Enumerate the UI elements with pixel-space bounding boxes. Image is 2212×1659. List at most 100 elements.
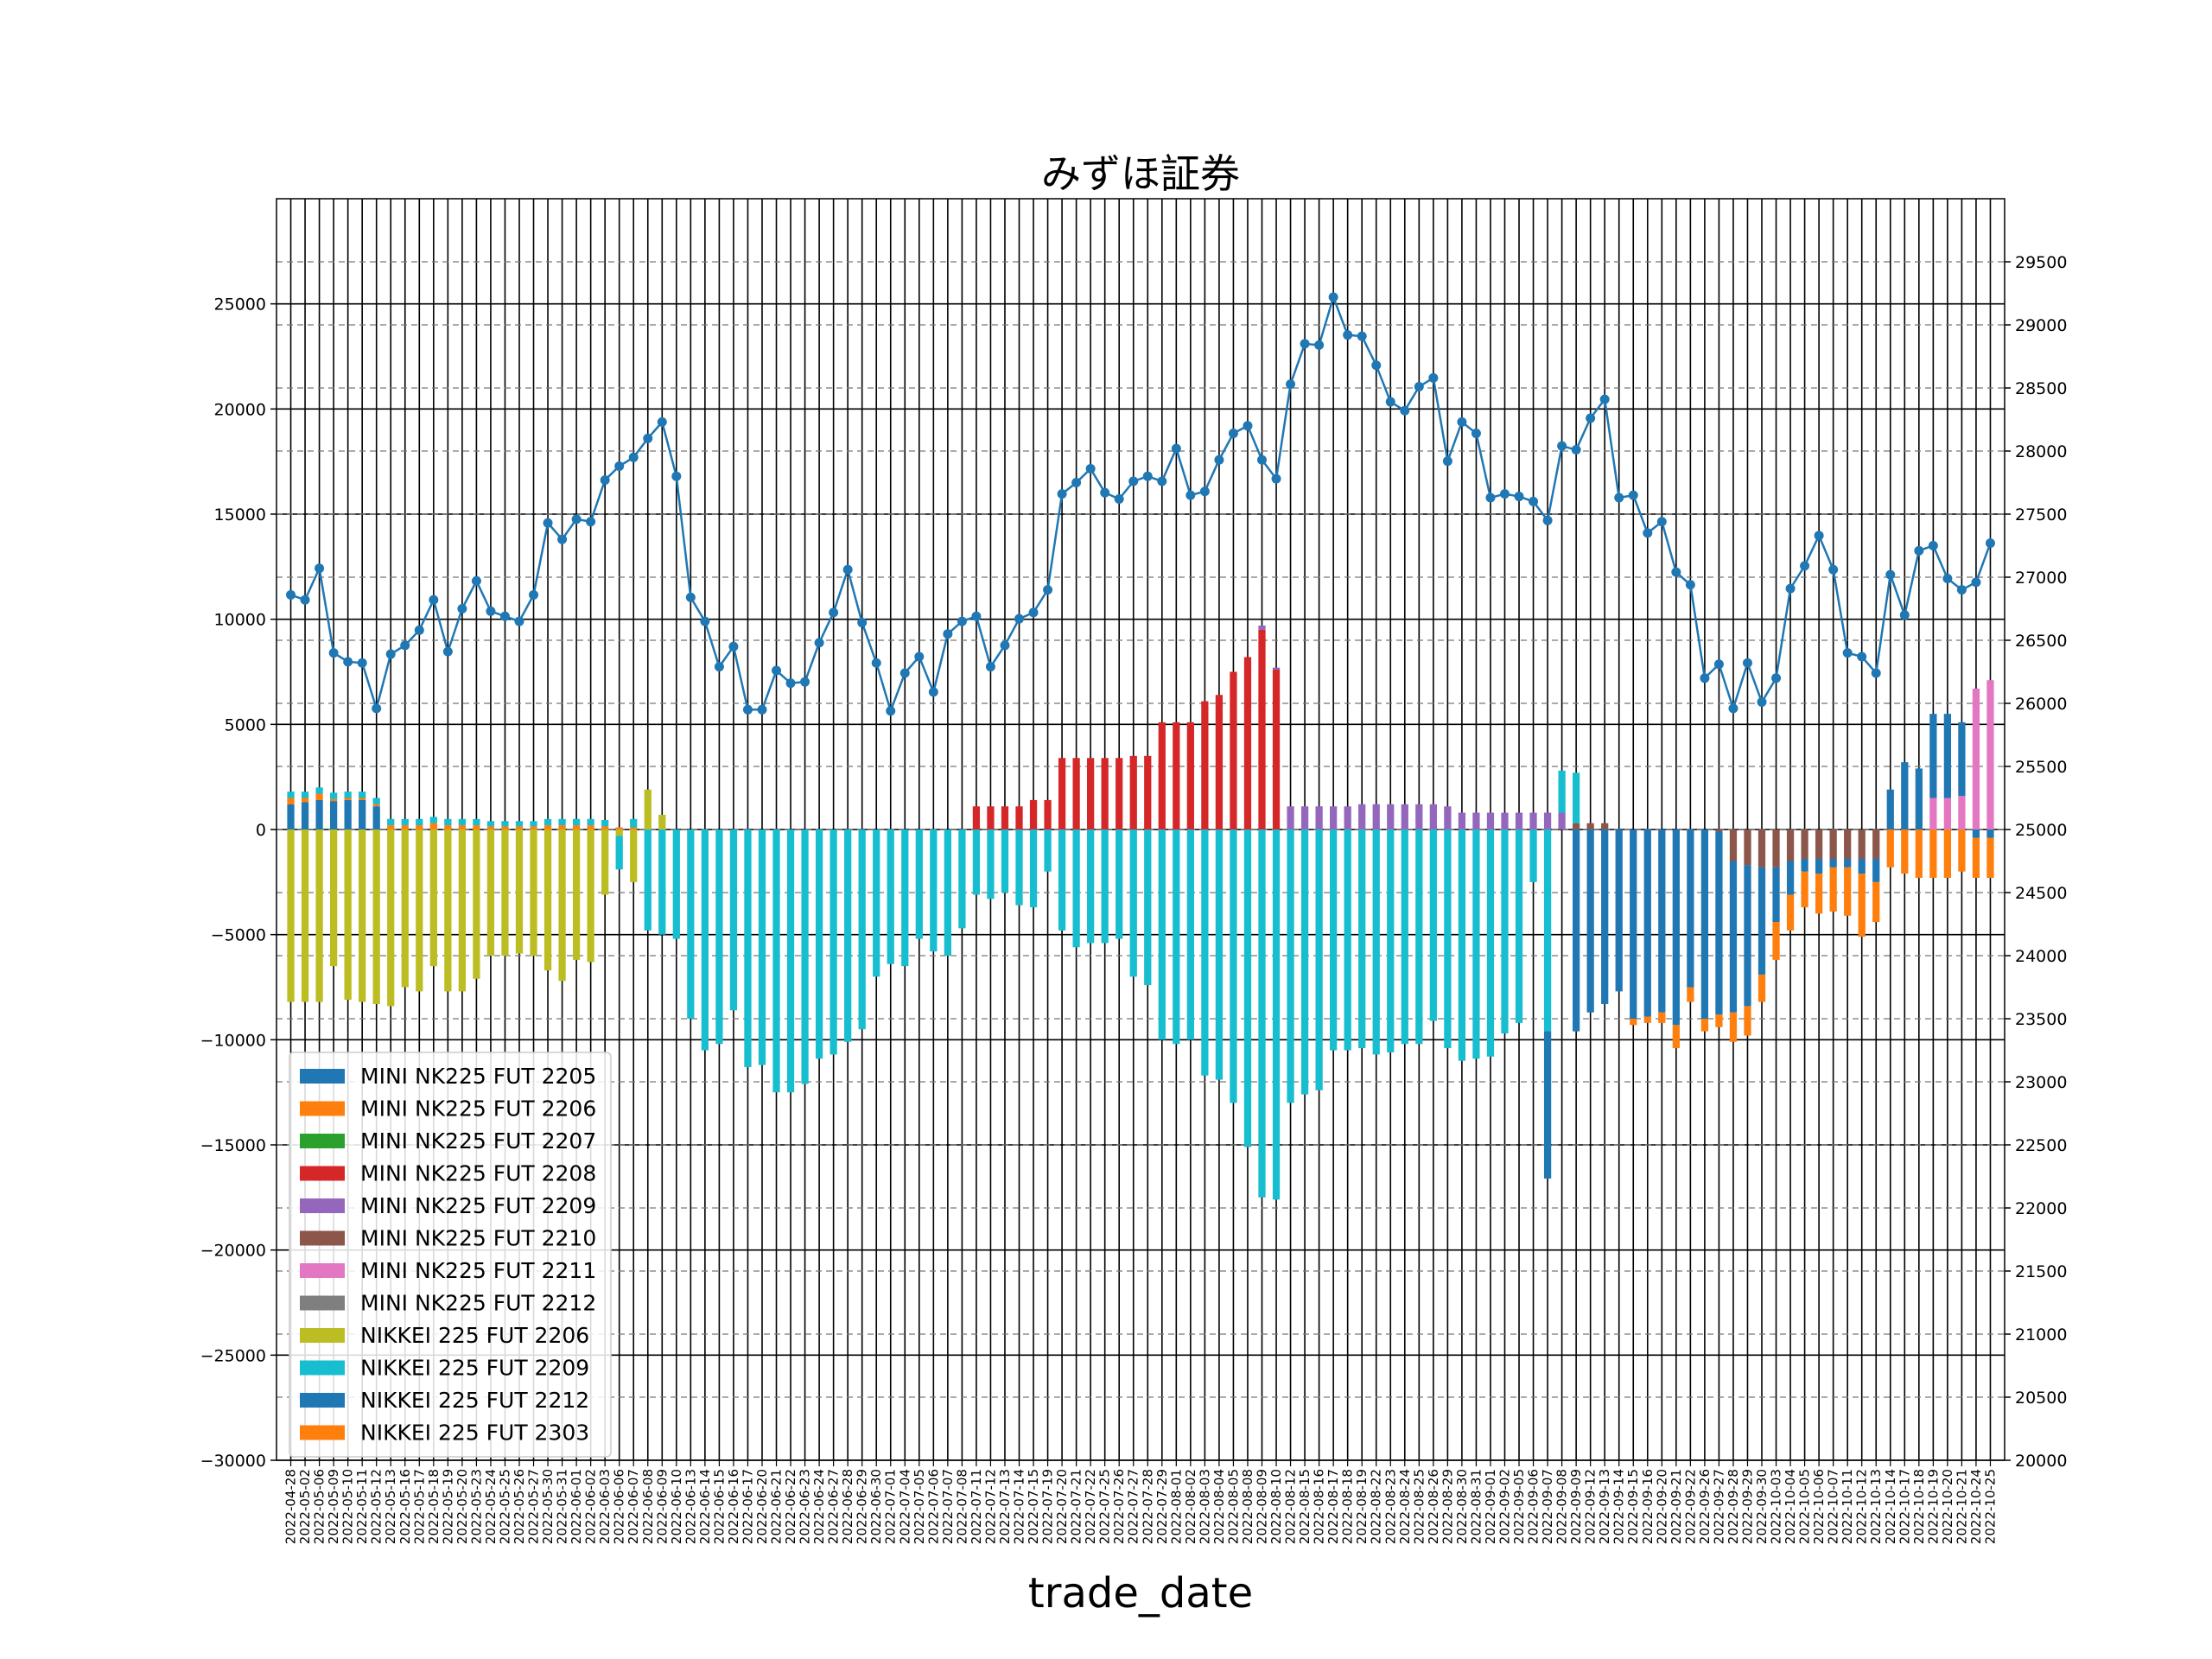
- bar-segment: [1715, 1014, 1723, 1027]
- bar-segment: [658, 830, 666, 935]
- bar-segment: [1844, 859, 1852, 868]
- bar-segment: [1815, 859, 1823, 874]
- bar-segment: [587, 825, 594, 830]
- bar-segment: [558, 818, 566, 826]
- bar-segment: [401, 825, 409, 830]
- bar-segment: [1915, 830, 1923, 878]
- bar-segment: [543, 825, 552, 830]
- bar-segment: [530, 821, 537, 827]
- price-point: [1228, 429, 1238, 439]
- x-tick-label: 2022-08-17: [1325, 1469, 1341, 1544]
- x-tick-label: 2022-05-11: [354, 1469, 370, 1544]
- price-point: [842, 564, 853, 575]
- x-tick-label: 2022-07-08: [954, 1469, 969, 1544]
- y2-tick-label: 26000: [2015, 695, 2067, 714]
- bar-segment: [1287, 830, 1294, 1103]
- bar-segment: [1101, 758, 1109, 830]
- price-point: [1586, 413, 1596, 423]
- bar-segment: [1958, 830, 1966, 872]
- right-y-axis: 20000 20500 21000 21500 22000 22500 23000 23500…: [2005, 253, 2067, 1471]
- bar-segment: [1372, 830, 1380, 1055]
- price-point: [943, 629, 953, 639]
- x-tick-label: 2022-10-25: [1982, 1469, 1998, 1544]
- bar-segment: [644, 830, 652, 931]
- bar-segment: [930, 830, 938, 952]
- price-point: [814, 638, 824, 648]
- bar-segment: [1201, 830, 1209, 1076]
- x-tick-label: 2022-08-31: [1468, 1469, 1484, 1544]
- bar-segment: [1586, 830, 1594, 1013]
- bar-segment: [1958, 721, 1966, 797]
- y2-tick-label: 24500: [2015, 884, 2067, 903]
- bar-segment: [672, 830, 680, 939]
- bar-segment: [301, 830, 309, 1002]
- bar-segment: [387, 830, 395, 1007]
- price-point: [414, 625, 424, 635]
- bar-segment: [359, 799, 366, 830]
- bar-segment: [1072, 830, 1080, 948]
- x-tick-label: 2022-06-10: [669, 1469, 684, 1544]
- bar-segment: [458, 818, 467, 826]
- price-point: [1328, 292, 1338, 302]
- price-point: [1385, 397, 1395, 407]
- bar-segment: [1630, 1019, 1637, 1026]
- bar-segment: [1015, 830, 1023, 906]
- price-point: [899, 668, 910, 678]
- price-point: [829, 607, 839, 618]
- bar-segment: [1173, 830, 1180, 1045]
- x-axis-label: trade_date: [1028, 1569, 1253, 1618]
- x-tick-label: 2022-09-22: [1682, 1469, 1698, 1544]
- bar-segment: [887, 830, 894, 964]
- legend-swatch: [300, 1166, 345, 1181]
- bar-segment: [1543, 1031, 1552, 1179]
- left-y-axis: −30000 −25000 −20000 −15000 −10000 −5000 0 5000…: [200, 296, 276, 1471]
- x-tick-label: 2022-06-01: [569, 1469, 584, 1544]
- price-point: [1643, 528, 1653, 538]
- x-tick-label: 2022-09-02: [1497, 1469, 1512, 1544]
- bar-segment: [1543, 830, 1552, 1032]
- legend-swatch: [300, 1198, 345, 1213]
- bar-segment: [1829, 867, 1837, 912]
- x-tick-label: 2022-08-16: [1312, 1469, 1327, 1544]
- bar-segment: [1287, 806, 1294, 830]
- x-tick-label: 2022-08-29: [1440, 1469, 1455, 1544]
- legend-label: NIKKEI 225 FUT 2206: [360, 1323, 589, 1348]
- legend-swatch: [300, 1069, 345, 1084]
- bar-segment: [1758, 867, 1766, 975]
- price-point: [1128, 476, 1139, 486]
- bar-segment: [615, 827, 623, 830]
- x-tick-label: 2022-07-14: [1012, 1469, 1027, 1544]
- bar-segment: [1072, 758, 1080, 830]
- bar-segment: [658, 814, 666, 830]
- price-point: [1400, 405, 1410, 416]
- bar-segment: [315, 799, 323, 830]
- price-point: [1442, 456, 1452, 467]
- price-point: [1157, 476, 1167, 486]
- bar-segment: [1087, 830, 1095, 944]
- x-tick-label: 2022-06-23: [798, 1469, 813, 1544]
- bar-segment: [1643, 830, 1651, 1017]
- bar-segment: [1829, 830, 1837, 860]
- x-tick-label: 2022-10-24: [1968, 1469, 1984, 1544]
- price-point: [1314, 340, 1325, 350]
- y2-tick-label: 29500: [2015, 253, 2067, 272]
- x-tick-label: 2022-10-18: [1911, 1469, 1927, 1544]
- x-tick-label: 2022-07-19: [1040, 1469, 1056, 1544]
- bar-segment: [301, 802, 309, 830]
- legend: MINI NK225 FUT 2205 MINI NK225 FUT 2206 MI…: [289, 1052, 612, 1458]
- price-point: [486, 606, 496, 616]
- x-tick-label: 2022-05-19: [440, 1469, 455, 1544]
- bar-segment: [1444, 806, 1452, 830]
- price-point: [714, 662, 724, 672]
- bar-segment: [1872, 830, 1880, 860]
- bars: [287, 625, 1994, 1200]
- price-point: [328, 648, 339, 658]
- x-tick-label: 2022-10-21: [1954, 1469, 1969, 1544]
- bar-segment: [1672, 1025, 1680, 1049]
- price-point: [1043, 585, 1053, 595]
- y-tick-label: −10000: [200, 1031, 266, 1050]
- bar-segment: [315, 793, 323, 800]
- price-point: [1028, 607, 1039, 618]
- bar-segment: [587, 818, 594, 826]
- price-point: [1571, 445, 1581, 455]
